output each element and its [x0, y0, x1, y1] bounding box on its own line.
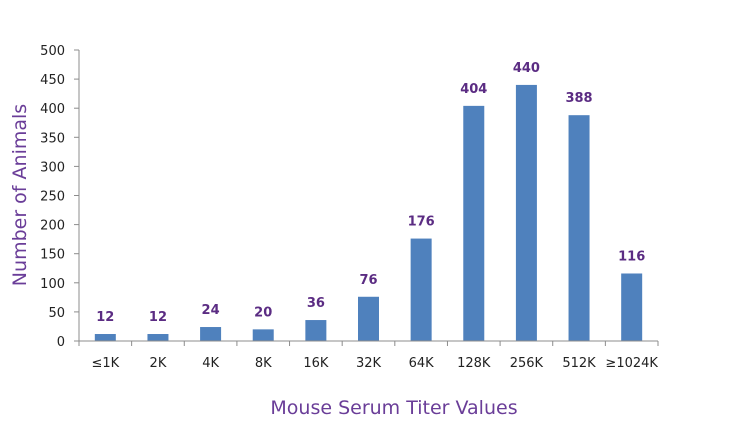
y-tick-label: 300 [40, 160, 65, 175]
data-label: 176 [408, 215, 435, 230]
bar [463, 105, 485, 341]
y-tick-label: 50 [48, 306, 65, 321]
y-axis-title: Number of Animals [9, 104, 31, 286]
x-tick-label: 16K [303, 356, 329, 371]
data-label: 36 [307, 296, 325, 311]
x-tick-label: 4K [202, 356, 219, 371]
bar [147, 334, 169, 341]
x-axis-ticks: ≤1K 2K 4K 8K 16K 32K 64K 128K 256K 512K ≥1024K [78, 341, 659, 371]
data-label: 404 [460, 82, 487, 97]
x-tick-label: 512K [562, 356, 596, 371]
data-label: 440 [513, 61, 540, 76]
x-tick-label: ≤1K [91, 356, 119, 371]
y-tick-label: 200 [40, 219, 65, 234]
x-tick-label: 8K [255, 356, 272, 371]
data-label: 20 [254, 305, 272, 320]
bars [94, 84, 643, 342]
y-tick-label: 400 [40, 102, 65, 117]
bar [94, 334, 116, 341]
y-tick-label: 100 [40, 277, 65, 292]
bar [252, 329, 274, 341]
data-label: 12 [149, 310, 167, 325]
y-tick-label: 250 [40, 190, 65, 205]
bar [621, 273, 643, 341]
data-label: 388 [565, 91, 592, 106]
x-tick-label: 256K [510, 356, 544, 371]
bar [515, 84, 537, 342]
y-tick-label: 0 [57, 335, 65, 350]
bar [568, 115, 590, 342]
data-labels: 12 12 24 20 36 76 176 404 440 388 116 [96, 61, 645, 325]
bar [358, 296, 379, 341]
x-axis-title: Mouse Serum Titer Values [270, 397, 517, 419]
bar [200, 327, 222, 341]
y-tick-label: 500 [40, 44, 65, 59]
x-tick-label: ≥1024K [605, 356, 658, 371]
x-tick-label: 128K [457, 356, 491, 371]
y-tick-label: 350 [40, 131, 65, 146]
data-label: 76 [359, 273, 377, 288]
y-tick-label: 150 [40, 248, 65, 263]
bar [305, 320, 327, 341]
data-label: 24 [202, 303, 220, 318]
x-tick-label: 32K [356, 356, 382, 371]
bar [410, 238, 432, 341]
data-label: 12 [96, 310, 114, 325]
data-label: 116 [618, 249, 645, 264]
x-tick-label: 2K [150, 356, 167, 371]
y-axis-ticks: 0 50 100 150 200 250 300 350 400 450 500 [40, 44, 79, 350]
y-tick-label: 450 [40, 73, 65, 88]
x-tick-label: 64K [409, 356, 435, 371]
